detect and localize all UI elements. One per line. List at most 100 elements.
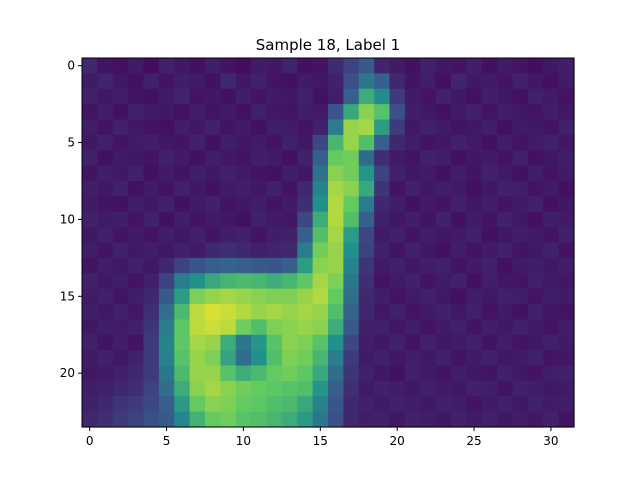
heatmap-cell bbox=[128, 304, 145, 320]
chart-title: Sample 18, Label 1 bbox=[256, 36, 400, 54]
heatmap-cell bbox=[543, 134, 560, 151]
heatmap-cell bbox=[466, 396, 483, 413]
heatmap-cell bbox=[543, 319, 560, 336]
heatmap-cell bbox=[343, 319, 360, 336]
heatmap-cell bbox=[158, 150, 175, 167]
heatmap-cell bbox=[112, 365, 129, 382]
heatmap-cell bbox=[128, 242, 145, 259]
heatmap-cell bbox=[389, 227, 406, 244]
heatmap-cell bbox=[543, 304, 560, 320]
heatmap-cell bbox=[97, 273, 114, 290]
heatmap-cell bbox=[112, 119, 129, 136]
heatmap-cell bbox=[343, 396, 360, 413]
heatmap-cell bbox=[481, 119, 498, 136]
x-tick-label: 20 bbox=[390, 434, 405, 448]
heatmap-cell bbox=[97, 88, 114, 105]
heatmap-cell bbox=[389, 165, 406, 182]
heatmap-cell bbox=[404, 119, 421, 136]
heatmap-cell bbox=[128, 119, 145, 136]
heatmap-cell bbox=[312, 211, 329, 228]
heatmap-cell bbox=[389, 119, 406, 136]
heatmap-cell bbox=[281, 58, 298, 74]
heatmap-cell bbox=[128, 319, 145, 336]
heatmap-cell bbox=[174, 227, 191, 244]
heatmap-cell bbox=[558, 319, 575, 336]
heatmap-cell bbox=[312, 288, 329, 305]
heatmap-cell bbox=[374, 304, 391, 320]
heatmap-cell bbox=[235, 119, 252, 136]
heatmap-cell bbox=[174, 211, 191, 228]
heatmap-cell bbox=[374, 165, 391, 182]
heatmap-cell bbox=[205, 104, 221, 121]
heatmap-cell bbox=[481, 242, 498, 259]
heatmap-cell bbox=[205, 319, 221, 336]
heatmap-cell bbox=[312, 181, 329, 197]
heatmap-cell bbox=[435, 380, 452, 397]
heatmap-cell bbox=[481, 411, 498, 428]
heatmap-cell bbox=[158, 88, 175, 105]
heatmap-cell bbox=[389, 273, 406, 290]
heatmap-cell bbox=[374, 288, 391, 305]
heatmap-cell bbox=[281, 273, 298, 290]
heatmap-cell bbox=[435, 165, 452, 182]
heatmap-cell bbox=[358, 150, 375, 167]
heatmap-cell bbox=[266, 350, 283, 367]
heatmap-cell bbox=[343, 181, 360, 197]
heatmap-cell bbox=[558, 58, 575, 74]
heatmap-cell bbox=[328, 288, 344, 305]
heatmap-cell bbox=[466, 134, 483, 151]
heatmap-cell bbox=[420, 227, 437, 244]
heatmap-cell bbox=[404, 134, 421, 151]
heatmap-cell bbox=[112, 396, 129, 413]
heatmap-cell bbox=[97, 411, 114, 428]
heatmap-cell bbox=[312, 73, 329, 90]
heatmap-cell bbox=[82, 396, 98, 413]
heatmap-cell bbox=[451, 181, 467, 197]
heatmap-cell bbox=[389, 134, 406, 151]
heatmap-cell bbox=[328, 119, 344, 136]
heatmap-cell bbox=[235, 58, 252, 74]
heatmap-cell bbox=[297, 242, 314, 259]
heatmap-cell bbox=[389, 319, 406, 336]
heatmap-cell bbox=[220, 242, 237, 259]
heatmap-cell bbox=[358, 88, 375, 105]
heatmap-cell bbox=[82, 334, 98, 351]
heatmap-cell bbox=[374, 211, 391, 228]
x-tick-label: 5 bbox=[163, 434, 171, 448]
heatmap-cell bbox=[374, 181, 391, 197]
heatmap-cell bbox=[558, 134, 575, 151]
heatmap-cell bbox=[328, 73, 344, 90]
heatmap-cell bbox=[174, 88, 191, 105]
heatmap-cell bbox=[466, 242, 483, 259]
heatmap-cell bbox=[481, 181, 498, 197]
heatmap-cell bbox=[497, 380, 514, 397]
heatmap-cell bbox=[189, 181, 206, 197]
heatmap-cell bbox=[158, 196, 175, 213]
heatmap-cell bbox=[235, 288, 252, 305]
heatmap-cell bbox=[512, 227, 529, 244]
heatmap-cell bbox=[220, 88, 237, 105]
heatmap-cell bbox=[281, 73, 298, 90]
heatmap-cell bbox=[420, 181, 437, 197]
heatmap-cell bbox=[189, 257, 206, 274]
heatmap-cell bbox=[220, 227, 237, 244]
heatmap-cell bbox=[266, 273, 283, 290]
heatmap-cell bbox=[404, 58, 421, 74]
heatmap-cell bbox=[128, 273, 145, 290]
heatmap-cell bbox=[297, 288, 314, 305]
heatmap-cell bbox=[112, 350, 129, 367]
heatmap-cell bbox=[281, 288, 298, 305]
heatmap-cell bbox=[451, 273, 467, 290]
heatmap-cell bbox=[205, 119, 221, 136]
heatmap-cell bbox=[374, 257, 391, 274]
heatmap-cell bbox=[404, 88, 421, 105]
heatmap-cell bbox=[527, 150, 544, 167]
heatmap-cell bbox=[281, 211, 298, 228]
heatmap-cell bbox=[297, 350, 314, 367]
heatmap-cell bbox=[389, 88, 406, 105]
heatmap-cell bbox=[527, 350, 544, 367]
heatmap-cell bbox=[435, 119, 452, 136]
y-tick-label: 20 bbox=[60, 366, 75, 380]
heatmap-cell bbox=[235, 211, 252, 228]
heatmap-cell bbox=[451, 242, 467, 259]
